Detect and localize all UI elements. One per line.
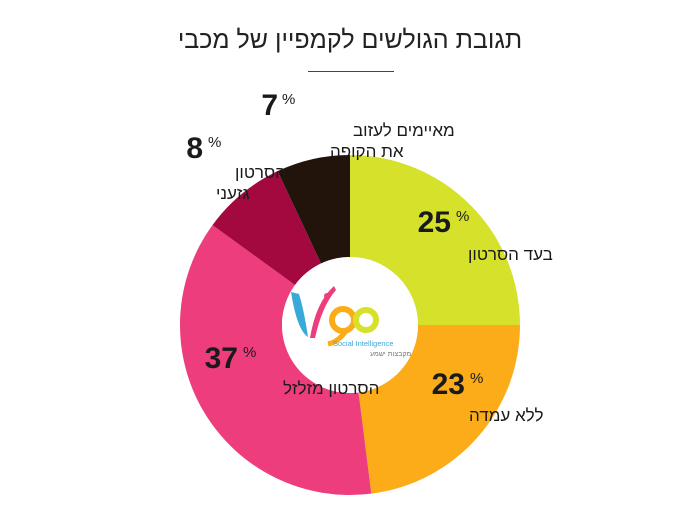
category-label-support: בעד הסרטון xyxy=(468,245,553,264)
slice-racist xyxy=(212,171,322,286)
slice-support xyxy=(350,155,520,325)
slice-labels: 25 % בעד הסרטון 23 % ללא עמדה 37 % הסרטו… xyxy=(186,89,553,425)
slice-disrespectful xyxy=(180,225,372,495)
category-label-leave-line2: את הקופה xyxy=(330,142,404,161)
category-label-leave-line1: מאיימים לעזוב xyxy=(353,121,455,140)
value-label-disrespectful: 37 xyxy=(205,342,238,375)
logo-tagline: Social Intelligence xyxy=(333,339,393,348)
slice-neutral xyxy=(358,325,520,494)
donut-slices xyxy=(180,155,520,495)
category-label-disrespectful: הסרטון מזלזל xyxy=(283,379,379,398)
vigo-logo: Social Intelligence מקבצות ישמע xyxy=(291,286,411,358)
category-label-racist-line1: הסרטון xyxy=(235,163,286,182)
category-label-neutral: ללא עמדה xyxy=(469,406,544,425)
percent-sign: % xyxy=(456,208,469,225)
value-label-racist: 8 xyxy=(186,132,203,165)
percent-sign: % xyxy=(282,91,295,108)
logo-subtagline: מקבצות ישמע xyxy=(370,351,411,358)
value-label-neutral: 23 xyxy=(432,368,465,401)
chart-title: תגובת הגולשים לקמפיין של מכבי xyxy=(177,26,523,54)
percent-sign: % xyxy=(243,344,256,361)
category-label-racist-line2: גזעני xyxy=(216,184,250,203)
percent-sign: % xyxy=(470,370,483,387)
value-label-support: 25 xyxy=(418,206,451,239)
percent-sign: % xyxy=(208,134,221,151)
slice-leave xyxy=(277,155,350,264)
title-underline xyxy=(308,71,394,72)
value-label-leave: 7 xyxy=(261,89,278,122)
